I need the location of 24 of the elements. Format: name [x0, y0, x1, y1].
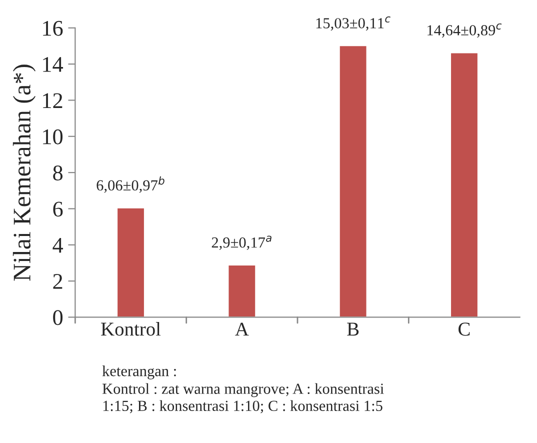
bar — [116, 206, 146, 318]
y-tick-label: 12 — [43, 93, 62, 108]
y-axis-title: Nilai Kemerahan (a*) — [12, 64, 36, 281]
text: keterangan : — [102, 365, 176, 380]
x-tick-label: C — [458, 322, 470, 336]
y-tick-label: 14 — [43, 57, 64, 72]
bar — [450, 52, 479, 318]
data-label: 2,9±0,17$^{a}$ — [212, 236, 272, 250]
text: Kontrol : zat warna mangrove; A : konsentrasi 1:15; B : konsentrasi 1:10; C : konsentrasi 1:5 — [102, 383, 384, 414]
bar — [227, 264, 257, 318]
data-label: 15,03±0,11$^{c}$ — [316, 16, 390, 31]
data-label: 14,64±0,89$^{c}$ — [428, 23, 502, 38]
x-tick-label: B — [347, 322, 359, 336]
y-tick-label: 6 — [53, 202, 63, 217]
y-tick-label: 16 — [43, 20, 63, 36]
y-tick-label: 4 — [52, 238, 64, 253]
y-tick-label: 0 — [53, 310, 63, 326]
x-tick-label: A — [235, 322, 249, 336]
data-label: 6,06±0,97$^{b}$ — [96, 176, 164, 193]
y-tick-label: 8 — [53, 165, 63, 180]
bar — [338, 44, 368, 318]
y-tick-label: 10 — [43, 129, 63, 144]
y-tick-label: 2 — [53, 274, 62, 289]
x-tick-label: Kontrol — [101, 322, 161, 336]
